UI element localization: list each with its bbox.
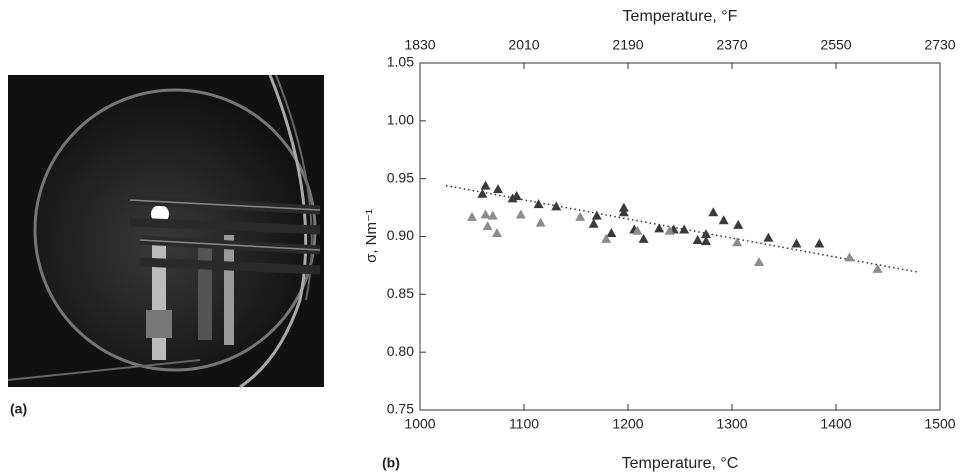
y-tick-label: 0.85 <box>387 285 414 301</box>
marker <box>551 201 562 211</box>
x-tick-label: 1400 <box>820 416 851 432</box>
marker <box>482 221 493 231</box>
marker <box>588 218 599 228</box>
x2-tick-label: 2370 <box>716 37 747 53</box>
marker <box>535 217 546 227</box>
marker <box>487 210 498 220</box>
marker <box>814 238 825 248</box>
panel-label: (a) <box>10 401 27 417</box>
marker <box>679 224 690 234</box>
marker <box>754 256 765 266</box>
marker <box>708 207 719 217</box>
x-tick-label: 1300 <box>716 416 747 432</box>
x-tick-label: 1200 <box>612 416 643 432</box>
x-axis-title: Temperature, °C <box>622 455 739 472</box>
y-tick-label: 0.90 <box>387 227 414 243</box>
y-tick-label: 0.95 <box>387 169 414 185</box>
marker <box>480 209 491 219</box>
marker <box>791 238 802 248</box>
x2-axis-title: Temperature, °F <box>623 8 738 25</box>
x-tick-label: 1500 <box>924 416 955 432</box>
marker <box>763 232 774 242</box>
marker <box>467 211 477 221</box>
marker <box>507 193 518 203</box>
marker <box>632 225 643 235</box>
marker <box>515 209 526 219</box>
marker <box>664 225 675 235</box>
marker <box>591 210 602 220</box>
panel-label: (b) <box>382 455 400 471</box>
marker <box>491 228 502 238</box>
marker <box>701 229 711 239</box>
photo <box>7 74 324 389</box>
y-tick-label: 1.00 <box>387 112 414 128</box>
marker <box>872 263 883 273</box>
marker <box>732 237 743 247</box>
x2-tick-label: 1830 <box>404 37 435 53</box>
marker <box>701 236 711 246</box>
y-axis-title: σ, Nm⁻¹ <box>363 209 380 263</box>
marker <box>844 252 855 262</box>
marker <box>733 219 744 229</box>
marker <box>533 199 544 209</box>
x2-tick-label: 2730 <box>924 37 955 53</box>
y-tick-label: 0.75 <box>387 401 414 417</box>
x2-tick-label: 2010 <box>508 37 539 53</box>
marker <box>692 234 703 244</box>
marker <box>618 202 629 212</box>
marker <box>575 211 586 221</box>
x2-tick-label: 2190 <box>612 37 643 53</box>
y-tick-label: 1.05 <box>387 54 414 70</box>
marker <box>638 233 649 243</box>
marker <box>618 207 629 217</box>
marker <box>654 223 665 233</box>
marker <box>718 215 729 225</box>
x-tick-label: 1000 <box>404 416 435 432</box>
marker <box>601 233 612 243</box>
trend-line <box>445 184 920 274</box>
x2-tick-label: 2550 <box>820 37 851 53</box>
marker <box>606 228 617 238</box>
y-tick-label: 0.80 <box>387 343 414 359</box>
marker <box>493 184 503 194</box>
x-tick-label: 1100 <box>509 416 539 432</box>
marker <box>477 188 488 198</box>
marker <box>480 180 491 190</box>
